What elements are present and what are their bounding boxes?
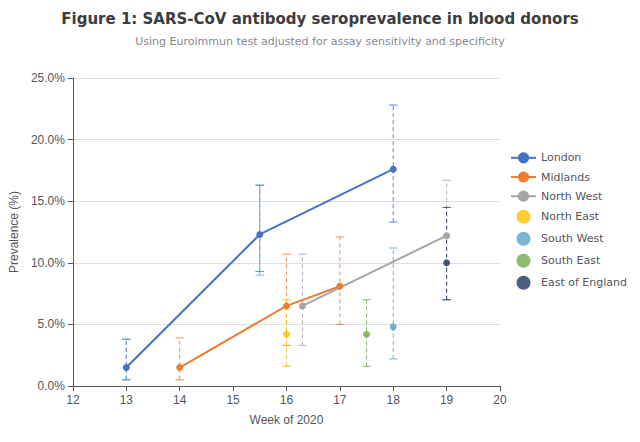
svg-text:12: 12 (66, 393, 80, 407)
svg-text:South East: South East (541, 254, 601, 267)
svg-text:Week of 2020: Week of 2020 (250, 413, 324, 427)
svg-text:18: 18 (387, 393, 401, 407)
svg-text:10.0%: 10.0% (31, 256, 65, 270)
svg-text:20: 20 (493, 393, 507, 407)
svg-text:15: 15 (226, 393, 240, 407)
svg-text:19: 19 (440, 393, 454, 407)
svg-text:Midlands: Midlands (541, 171, 590, 184)
svg-text:25.0%: 25.0% (31, 71, 65, 85)
svg-text:London: London (541, 151, 581, 164)
svg-text:17: 17 (333, 393, 347, 407)
svg-text:15.0%: 15.0% (31, 194, 65, 208)
svg-text:Prevalence (%): Prevalence (%) (7, 191, 21, 273)
svg-text:South West: South West (541, 232, 604, 245)
svg-text:North West: North West (541, 190, 603, 203)
svg-text:5.0%: 5.0% (38, 317, 66, 331)
svg-text:16: 16 (280, 393, 294, 407)
svg-text:North East: North East (541, 210, 600, 223)
svg-text:14: 14 (173, 393, 187, 407)
svg-text:East of England: East of England (541, 276, 627, 289)
svg-text:13: 13 (120, 393, 134, 407)
svg-text:20.0%: 20.0% (31, 133, 65, 147)
svg-text:Figure 1: SARS-CoV antibody se: Figure 1: SARS-CoV antibody seroprevalen… (61, 10, 578, 28)
svg-text:Using Euroimmun test adjusted: Using Euroimmun test adjusted for assay … (135, 35, 505, 48)
svg-text:0.0%: 0.0% (38, 379, 66, 393)
